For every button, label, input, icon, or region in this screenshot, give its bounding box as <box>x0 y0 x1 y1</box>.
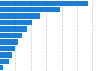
Bar <box>0 39 18 45</box>
Bar <box>0 26 27 32</box>
Bar <box>0 33 22 38</box>
Bar <box>0 52 12 58</box>
Bar <box>0 46 15 51</box>
Bar <box>0 59 9 64</box>
Bar <box>0 1 88 6</box>
Bar <box>0 65 3 70</box>
Bar <box>0 13 40 19</box>
Bar <box>0 7 60 12</box>
Bar <box>0 20 32 25</box>
